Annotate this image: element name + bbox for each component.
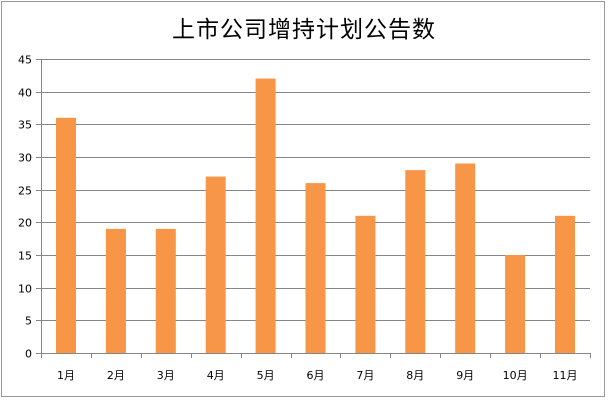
bar xyxy=(355,215,376,353)
bar xyxy=(205,176,226,353)
bar xyxy=(305,183,326,353)
bars xyxy=(56,78,575,353)
bar xyxy=(555,215,575,353)
y-tick-label: 15 xyxy=(18,250,32,263)
x-tick-label: 11月 xyxy=(553,369,578,382)
bar xyxy=(255,78,276,353)
x-tick-label: 2月 xyxy=(107,369,125,382)
y-tick-label: 0 xyxy=(25,348,32,361)
chart-title: 上市公司增持计划公告数 xyxy=(172,17,436,43)
bar xyxy=(405,170,426,353)
x-tick-label: 9月 xyxy=(456,369,474,382)
bar xyxy=(155,228,176,353)
y-tick-label: 20 xyxy=(18,217,32,230)
bar xyxy=(455,163,476,353)
bar xyxy=(105,228,126,353)
y-tick-label: 5 xyxy=(25,315,32,328)
x-tick-label: 4月 xyxy=(207,369,225,382)
bar xyxy=(505,255,526,353)
y-tick-label: 35 xyxy=(18,119,32,132)
y-tick-label: 45 xyxy=(18,54,32,67)
y-tick-label: 10 xyxy=(18,283,32,296)
x-tick-label: 1月 xyxy=(57,369,75,382)
x-tick-label: 10月 xyxy=(503,369,528,382)
x-tick-label: 3月 xyxy=(157,369,175,382)
x-tick-label: 7月 xyxy=(356,369,374,382)
x-tick-label: 6月 xyxy=(307,369,325,382)
y-tick-label: 25 xyxy=(18,185,32,198)
axes xyxy=(36,59,591,358)
bar xyxy=(56,117,76,353)
tick-labels: 0 5 10 15 20 25 30 35 40 45 1月 2月 3月 4月 5月 6月 7月 8月 9月 10月 1… xyxy=(18,54,578,383)
x-tick-label: 8月 xyxy=(406,369,424,382)
y-tick-label: 30 xyxy=(18,152,32,165)
y-tick-label: 40 xyxy=(18,87,32,100)
x-tick-label: 5月 xyxy=(257,369,275,382)
